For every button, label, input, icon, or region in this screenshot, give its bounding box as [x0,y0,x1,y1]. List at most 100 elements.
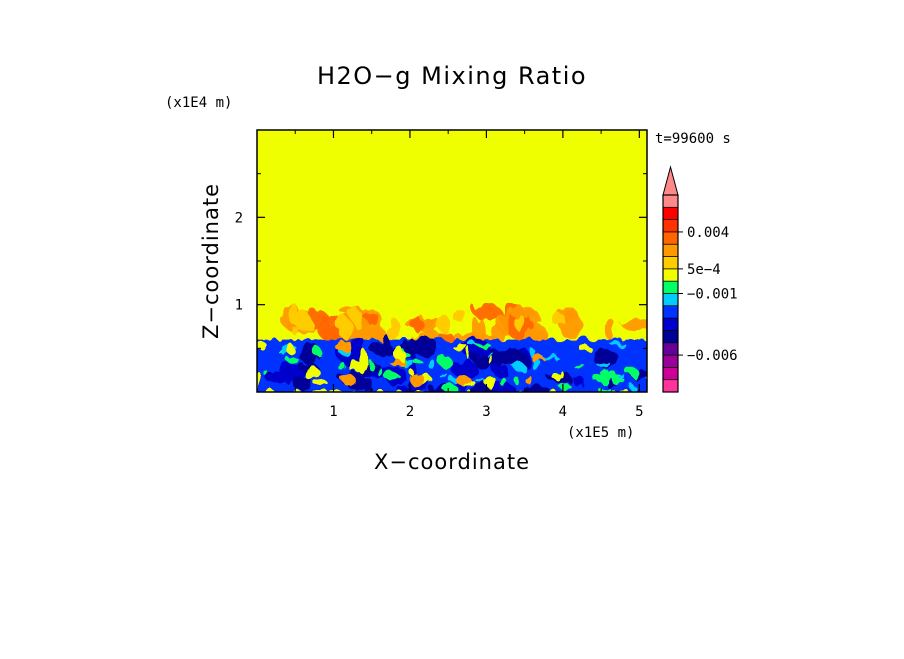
colorbar-swatch [663,330,678,344]
colorbar-swatch [663,195,678,208]
field-cloud-blob [510,306,536,320]
field-green-blob [618,375,627,380]
field-green-blob [573,365,587,369]
field-green-blob [595,361,610,365]
x-axis-label: X−coordinate [374,450,530,474]
field-cloud-blob [621,318,647,332]
field-cloud-core [291,326,299,335]
field-green-blob [512,359,523,371]
field-updraft-blob [393,347,405,361]
field-cloud-blob [411,315,422,332]
field-green-blob [500,377,507,388]
field-updraft-blob [388,359,405,365]
colorbar-swatch [663,256,678,270]
field-cloud-blob [418,319,446,334]
field-cloud-blob [605,318,616,341]
field-updraft-blob [286,342,293,355]
field-updraft-blob [490,357,496,367]
field-dark-blob [523,384,551,392]
field-updraft-blob [531,356,545,364]
colorbar-swatch [663,342,678,356]
colorbar-swatch [663,244,678,257]
field-green-blob [286,356,299,364]
field-green-blob [474,378,486,382]
y-axis-ticks: 12 [235,173,647,349]
colorbar-swatch [663,207,678,220]
x-tick-label: 5 [635,404,643,420]
colorbar-swatch [663,367,678,380]
field-green-blob [415,361,425,367]
field-updraft-blob [301,364,319,379]
field-cloud-core [351,307,361,328]
colorbar: −0.006 −0.001 5e−4 0.004 [662,165,738,393]
x-tick-label: 1 [329,404,337,420]
field-green-blob [475,343,492,348]
field-green-blob [368,360,374,371]
field-green-blob [280,344,289,356]
y-tick-label: 1 [235,298,243,314]
x-tick-label: 3 [482,404,490,420]
field-updraft-blob [524,372,530,384]
field-updraft-blob [451,344,469,350]
field-dark-blob [265,371,291,384]
field-green-blob [486,354,496,358]
x-unit-label: (x1E5 m) [567,425,634,441]
field-green-blob [338,361,345,371]
field-updraft-blob [551,371,560,380]
field-boundary-layer [257,332,647,392]
y-axis-label: Z−coordinate [199,183,223,339]
field-cloud-core [550,312,565,324]
field-green-blob [626,368,640,378]
field-updraft-blob [349,363,363,373]
field-cloud-core [515,315,526,333]
field-dark-blob [499,348,527,367]
colorbar-tick-label: 0.004 [687,225,729,241]
field-updraft-blob [455,373,470,386]
field-green-blob [443,384,459,392]
field-green-blob [427,359,436,369]
field-green-blob [513,376,520,385]
field-green-blob [468,342,477,348]
field-updraft-blob [335,341,354,353]
colorbar-tick-label: −0.006 [687,348,738,364]
field-updraft-blob [357,350,370,364]
field-cloud-core [439,312,448,334]
y-tick-label: 2 [235,210,243,226]
time-label: t=99600 s [655,131,731,147]
y-unit-label: (x1E4 m) [165,95,232,111]
colorbar-swatch [663,231,678,245]
field-green-blob [438,356,453,368]
field-cloud-core [451,309,467,321]
plot-field [257,130,647,392]
field-cloud-blob [472,303,501,320]
field-updraft-blob [559,371,564,378]
colorbar-tick-label: 5e−4 [687,262,721,278]
field-green-blob [592,375,607,382]
chart-title: H2O−g Mixing Ratio [317,62,587,90]
field-updraft-blob [314,378,328,388]
field-updraft-blob [580,345,593,354]
field-green-blob [383,372,400,381]
colorbar-swatch [663,281,678,294]
colorbar-swatch [663,318,678,331]
field-dark-blob [297,343,323,363]
colorbar-swatch [663,293,678,307]
field-green-blob [261,368,267,375]
x-tick-label: 2 [406,404,414,420]
field-green-blob [602,369,617,379]
field-green-blob [529,350,537,359]
x-tick-label: 4 [559,404,567,420]
field-dark-blob [406,336,438,356]
colorbar-tick-label: −0.001 [687,287,738,303]
field-dark-blob [571,376,585,385]
field-dark-blob [450,359,476,377]
field-green-blob [609,342,626,347]
field-updraft-blob [467,348,473,361]
field-dark-blob [493,365,510,378]
field-dark-blob [489,381,517,392]
field-cloud-core [338,317,352,339]
field-dark-blob [362,377,373,392]
colorbar-swatch [663,219,678,233]
field-updraft-blob [410,374,426,388]
